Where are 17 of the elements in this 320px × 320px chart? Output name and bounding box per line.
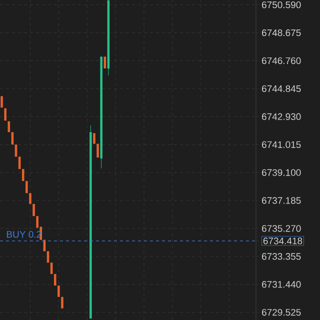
candlestick [29, 192, 32, 204]
candlestick [26, 180, 28, 194]
y-tick-label: 6733.355 [262, 253, 301, 260]
y-tick-label: 6744.845 [262, 85, 301, 92]
y-tick-label: 6729.525 [262, 308, 301, 316]
candlestick [93, 132, 96, 144]
y-tick-label: 6741.015 [262, 141, 301, 148]
y-tick-label: 6737.185 [262, 197, 301, 204]
y-tick-label: 6746.760 [262, 57, 301, 64]
y-tick-label: 6748.675 [262, 29, 301, 36]
y-tick-label: 6742.930 [262, 113, 301, 120]
y-tick-label: 6734.418 [263, 238, 302, 244]
y-tick-label: 6750.590 [262, 1, 301, 8]
y-tick-label: 6739.100 [262, 169, 301, 176]
y-tick-label: 6735.270 [262, 225, 301, 232]
candlestick [58, 285, 60, 298]
y-tick-label: 6731.440 [262, 281, 301, 288]
